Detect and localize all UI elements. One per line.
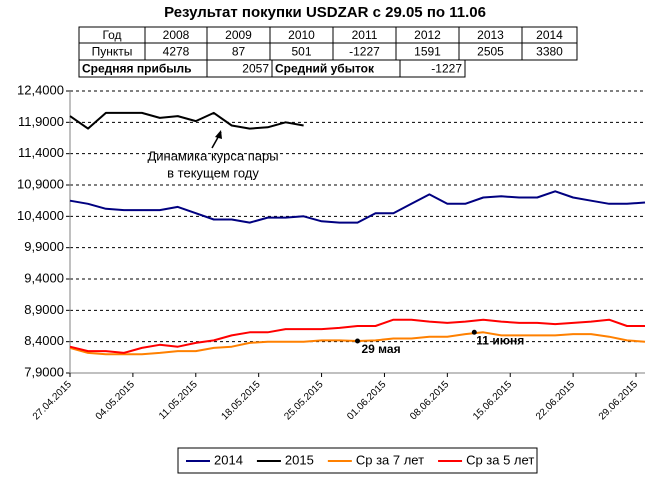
x-tick-label: 29.06.2015 xyxy=(597,379,640,422)
legend-box xyxy=(177,447,538,474)
summary-label: Средний убыток xyxy=(275,62,375,76)
table-cell xyxy=(399,59,466,78)
chart-title: Результат покупки USDZAR с 29.05 по 11.0… xyxy=(164,4,486,21)
x-tick-label: 08.06.2015 xyxy=(408,379,451,422)
x-tick-label: 22.06.2015 xyxy=(534,379,577,422)
annotation-point xyxy=(471,329,477,335)
table-text: 87 xyxy=(232,45,246,59)
x-tick-label: 01.06.2015 xyxy=(345,379,388,422)
y-tick-label: 7,9000 xyxy=(24,364,64,379)
x-tick-label: 15.06.2015 xyxy=(471,379,514,422)
plot-area xyxy=(66,90,646,377)
table-text: 2012 xyxy=(414,28,441,42)
y-tick-label: 10,9000 xyxy=(17,176,64,191)
summary-value: 2057 xyxy=(242,62,269,76)
legend-label: 2015 xyxy=(285,452,314,467)
y-tick-label: 11,9000 xyxy=(18,114,64,129)
table-text: Пункты xyxy=(92,45,133,59)
series-line xyxy=(69,190,646,224)
annotation: в текущем году xyxy=(167,165,259,180)
y-tick-label: 11,4000 xyxy=(18,145,64,160)
legend-label: Ср за 5 лет xyxy=(466,452,534,467)
table-text: 1591 xyxy=(414,45,441,59)
y-tick-label: 8,9000 xyxy=(24,302,64,317)
x-tick-label: 18.05.2015 xyxy=(219,379,262,422)
summary-value: -1227 xyxy=(431,62,462,76)
y-tick-label: 9,4000 xyxy=(24,270,64,285)
legend-label: Ср за 7 лет xyxy=(356,452,424,467)
x-tick-label: 27.04.2015 xyxy=(31,379,74,422)
table-text: 501 xyxy=(291,45,311,59)
annotation: Динамика курса пары xyxy=(147,148,278,163)
x-tick-label: 04.05.2015 xyxy=(94,379,137,422)
table-text: 4278 xyxy=(163,45,190,59)
y-tick-label: 12,4000 xyxy=(17,82,64,97)
series-line xyxy=(69,318,645,354)
x-tick-label: 25.05.2015 xyxy=(282,379,325,422)
y-tick-label: 10,4000 xyxy=(17,208,64,223)
table-text: 2505 xyxy=(477,45,504,59)
table-text: 2011 xyxy=(352,28,378,42)
legend-label: 2014 xyxy=(214,452,243,467)
annotation-label: 29 мая xyxy=(362,342,401,356)
table-text: 2009 xyxy=(225,28,252,42)
x-tick-label: 11.05.2015 xyxy=(157,379,200,422)
annotation-label: 11 июня xyxy=(476,333,524,347)
table-text: 2008 xyxy=(163,28,190,42)
table-cell xyxy=(521,42,578,61)
table-text: 2014 xyxy=(536,28,563,42)
series-line xyxy=(69,111,304,130)
annotation-point xyxy=(355,338,360,344)
table-text: 2010 xyxy=(288,28,315,42)
table-text: -1227 xyxy=(349,45,380,59)
summary-label: Средняя прибыль xyxy=(82,62,192,76)
y-tick-label: 8,4000 xyxy=(24,333,64,348)
table-text: 2013 xyxy=(477,28,504,42)
table-text: Год xyxy=(102,28,121,42)
table-text: 3380 xyxy=(536,45,563,59)
annotation-arrowhead xyxy=(215,130,222,139)
y-tick-label: 9,9000 xyxy=(24,239,64,254)
